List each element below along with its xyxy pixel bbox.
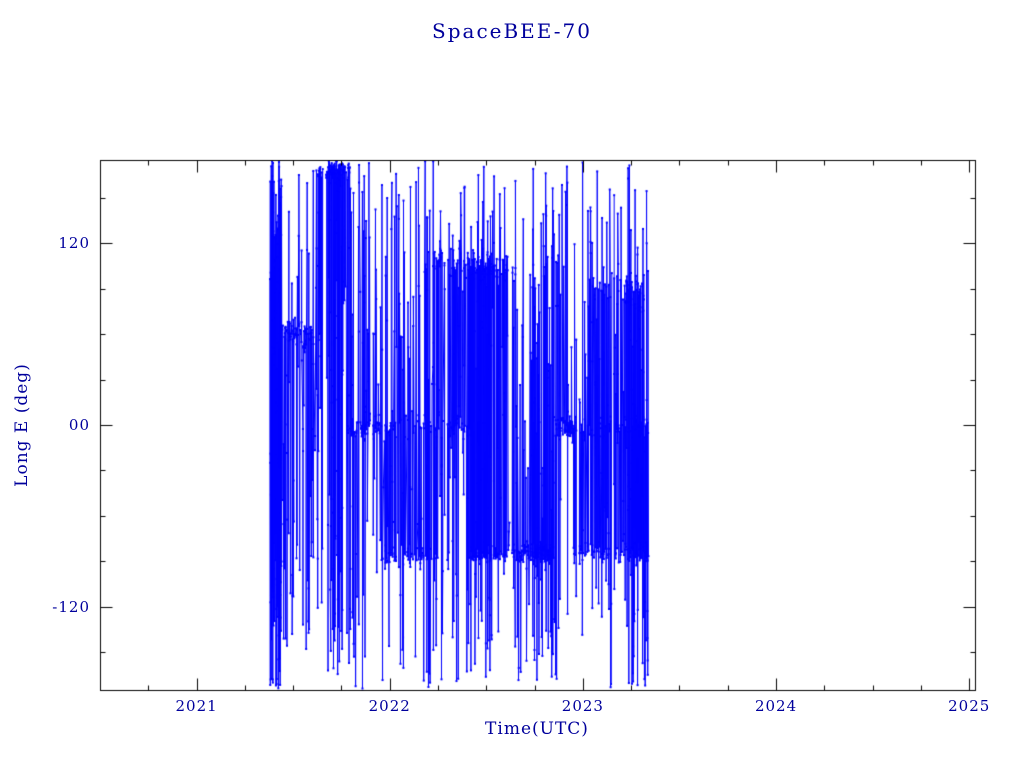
y-axis-label: Long E (deg) — [12, 363, 32, 487]
x-tick-label-2025: 2025 — [948, 697, 991, 715]
y-tick-label-neg120: -120 — [52, 597, 90, 616]
y-tick-label-120: 120 — [58, 234, 90, 253]
x-tick-label-2022: 2022 — [368, 697, 411, 715]
x-tick-label-2023: 2023 — [561, 697, 604, 715]
y-tick-label-00: 00 — [68, 416, 90, 434]
chart-title: SpaceBEE-70 — [432, 19, 592, 43]
x-tick-label-2021: 2021 — [175, 697, 218, 715]
x-axis-label: Time(UTC) — [485, 719, 589, 739]
x-tick-label-2024: 2024 — [754, 697, 798, 715]
